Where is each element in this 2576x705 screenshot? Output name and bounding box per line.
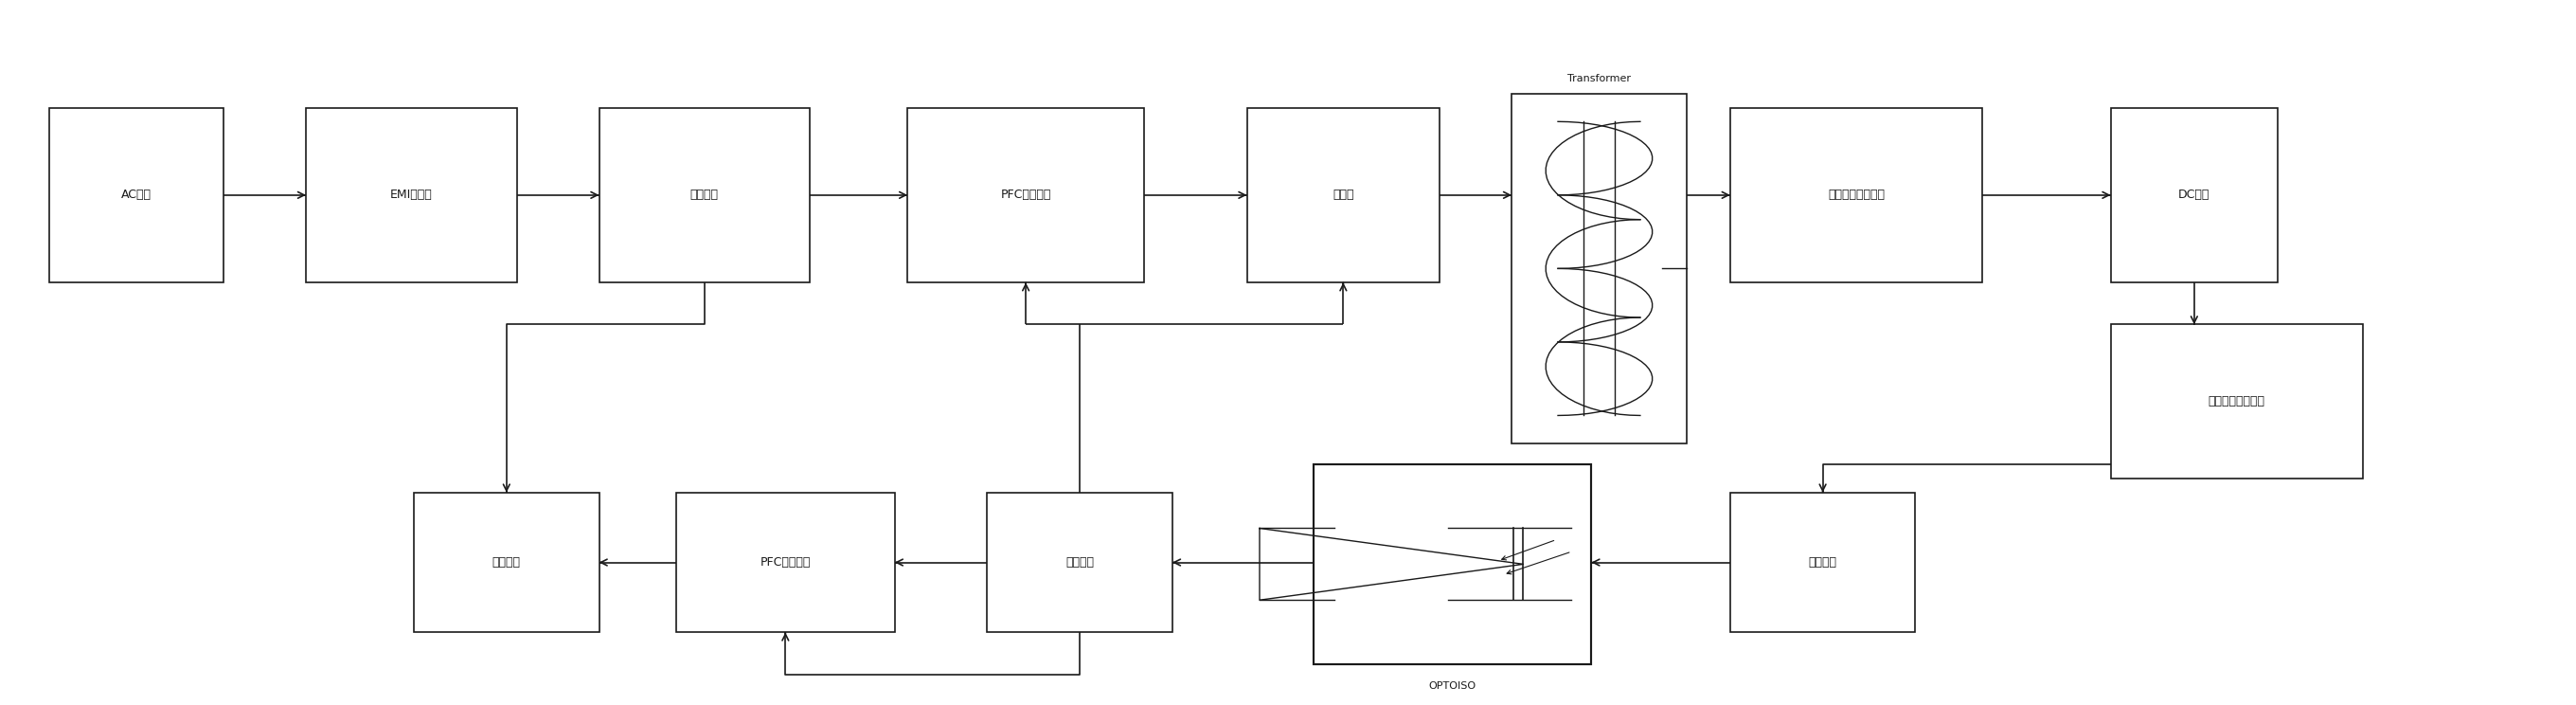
- Text: PFC控制电路: PFC控制电路: [760, 556, 811, 568]
- Bar: [907, 108, 1144, 283]
- Text: DC输出: DC输出: [2179, 189, 2210, 201]
- Bar: [307, 108, 518, 283]
- Text: EMI滤波器: EMI滤波器: [389, 189, 433, 201]
- Text: 半电桥: 半电桥: [1332, 189, 1355, 201]
- Bar: [600, 108, 809, 283]
- Text: 反馈电路: 反馈电路: [1808, 556, 1837, 568]
- Text: 整流滤波: 整流滤波: [690, 189, 719, 201]
- Bar: [2110, 108, 2277, 283]
- Text: 控制电路: 控制电路: [1066, 556, 1095, 568]
- Bar: [987, 493, 1172, 632]
- Bar: [1512, 94, 1687, 443]
- Text: AC输入: AC输入: [121, 189, 152, 201]
- Bar: [1731, 493, 1917, 632]
- Text: PFC升压电路: PFC升压电路: [999, 189, 1051, 201]
- Bar: [2110, 324, 2362, 479]
- Bar: [415, 493, 600, 632]
- Text: Transformer: Transformer: [1566, 73, 1631, 83]
- Text: OPTOISO: OPTOISO: [1430, 681, 1476, 691]
- Text: 输出整流滤波中器: 输出整流滤波中器: [1829, 189, 1886, 201]
- Bar: [675, 493, 894, 632]
- Bar: [1247, 108, 1440, 283]
- Text: 输出电压采样电路: 输出电压采样电路: [2208, 396, 2264, 407]
- Bar: [1731, 108, 1981, 283]
- Bar: [49, 108, 224, 283]
- Text: 启动电路: 启动电路: [492, 556, 520, 568]
- Bar: [1314, 465, 1592, 664]
